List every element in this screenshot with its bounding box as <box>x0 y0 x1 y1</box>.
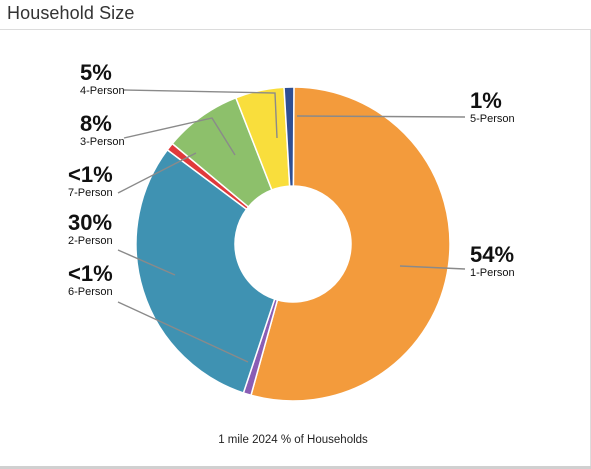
category-label-1-person: 1-Person <box>470 267 515 279</box>
category-label-3-person: 3-Person <box>80 136 125 148</box>
percent-label-7-person: <1% <box>68 162 113 187</box>
card-bottom-border <box>0 466 591 469</box>
leader-line-2-person <box>117 249 176 276</box>
percent-label-6-person: <1% <box>68 261 113 286</box>
percent-label-3-person: 8% <box>80 111 112 136</box>
slice-2-person[interactable] <box>135 148 276 394</box>
callout-leader-lines <box>117 89 466 363</box>
leader-line-4-person <box>123 89 278 139</box>
percent-label-5-person: 1% <box>470 88 502 113</box>
slice-5-person[interactable] <box>283 86 295 187</box>
chart-caption: 1 mile 2024 % of Households <box>218 434 368 446</box>
category-label-6-person: 6-Person <box>68 286 113 298</box>
leader-line-7-person <box>117 152 197 194</box>
percent-label-4-person: 5% <box>80 60 112 85</box>
category-label-7-person: 7-Person <box>68 187 113 199</box>
percent-label-1-person: 54% <box>470 242 514 267</box>
callout-labels: 54%1-Person<1%6-Person30%2-Person<1%7-Pe… <box>68 60 515 298</box>
card-header: Household Size <box>0 0 591 30</box>
category-label-2-person: 2-Person <box>68 235 113 247</box>
leader-line-5-person <box>296 115 466 118</box>
leader-line-3-person <box>123 117 236 156</box>
leader-line-6-person <box>117 301 249 363</box>
category-label-5-person: 5-Person <box>470 113 515 125</box>
donut-slices <box>135 86 451 402</box>
category-label-4-person: 4-Person <box>80 85 125 97</box>
card-title: Household Size <box>7 3 135 23</box>
slice-1-person[interactable] <box>250 86 451 402</box>
leader-line-1-person <box>399 265 466 270</box>
percent-label-2-person: 30% <box>68 210 112 235</box>
